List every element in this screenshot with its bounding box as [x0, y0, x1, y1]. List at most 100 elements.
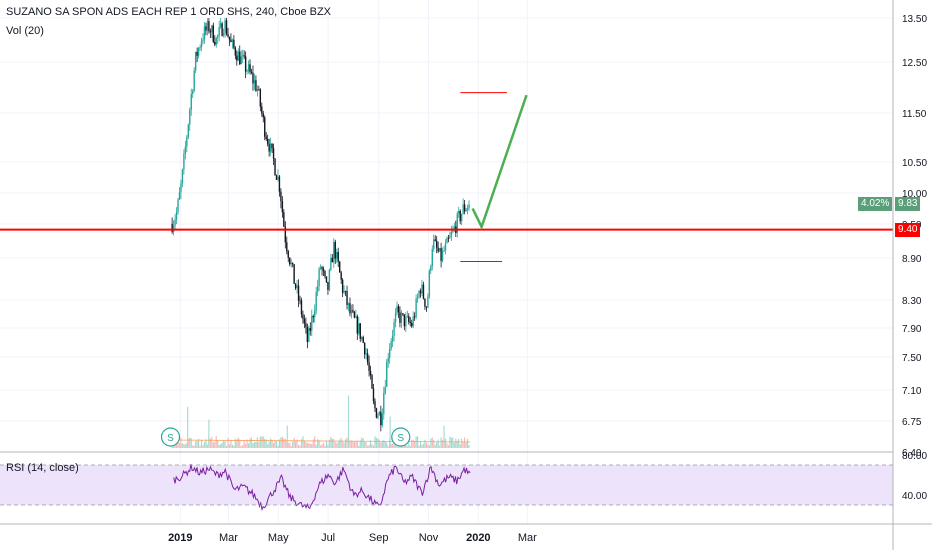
rsi-label: RSI (14, close) — [6, 462, 79, 474]
rsi-polyline — [173, 464, 471, 512]
candle-body — [444, 243, 447, 251]
volume-bar — [452, 437, 454, 448]
volume-spike — [187, 406, 189, 448]
volume-bar — [268, 441, 270, 448]
volume-bar — [221, 442, 223, 448]
volume-bar — [408, 443, 410, 448]
candle-body — [416, 297, 419, 299]
candle-body — [296, 285, 298, 289]
tick-labels: 2019 Mar May Jul Sep Nov 2020 Mar 13.50 12.50 11.5… — [168, 14, 927, 544]
candle-body — [208, 21, 210, 32]
candle-body — [453, 226, 456, 230]
candle-body — [202, 39, 204, 42]
candle-body — [180, 183, 182, 193]
candle-body — [272, 148, 275, 159]
volume-bar — [265, 439, 267, 448]
candle-body — [219, 23, 222, 27]
candle-body — [405, 316, 407, 327]
volume-bar — [346, 437, 348, 448]
chart-title: SUZANO SA SPON ADS EACH REP 1 ORD SHS, 2… — [6, 6, 332, 18]
volume-bar — [309, 444, 311, 448]
volume-bar — [328, 439, 331, 448]
candle-body — [372, 388, 375, 402]
candle-body — [278, 176, 281, 192]
candle-body — [261, 106, 263, 114]
candle-body — [465, 209, 467, 212]
candle-body — [356, 316, 359, 334]
volume-bar — [424, 439, 426, 448]
candle-body — [315, 292, 317, 311]
volume-bar — [189, 437, 191, 448]
candle-body — [175, 212, 178, 220]
volume-bar — [234, 438, 236, 448]
candle-body — [425, 306, 428, 308]
volume-bar — [447, 445, 450, 448]
volume-bar — [178, 443, 181, 448]
volume-bar — [270, 438, 272, 448]
candle-body — [256, 89, 259, 91]
candle-body — [294, 283, 297, 289]
split-marker-circle — [391, 427, 411, 447]
candle-body — [289, 257, 291, 265]
candle-body — [268, 143, 270, 152]
candle-body — [187, 124, 190, 138]
volume-bar — [299, 445, 301, 448]
volume-bar — [455, 438, 457, 448]
volume-bar — [381, 440, 383, 448]
candle-body — [384, 386, 386, 394]
volume-bar — [290, 445, 292, 448]
volume-bar — [308, 442, 310, 448]
volume-bar — [295, 441, 297, 448]
candle-body — [205, 26, 207, 31]
candle-body — [308, 328, 310, 342]
volume-bar — [315, 444, 317, 448]
volume-bar — [311, 443, 313, 448]
candle-body — [283, 212, 285, 227]
candle-body — [319, 267, 322, 269]
volume-bar — [450, 437, 452, 448]
candle-body — [359, 323, 361, 339]
candle-body — [352, 310, 354, 312]
candle-body — [302, 314, 304, 319]
volume-bar — [227, 437, 229, 448]
candle-body — [431, 248, 433, 267]
candle-body — [300, 300, 303, 315]
candle-body — [291, 262, 294, 265]
volume-bar — [312, 439, 314, 448]
candle-body — [200, 41, 203, 47]
candles — [171, 18, 470, 432]
change-percent-tag: 4.02% — [858, 196, 893, 211]
volume-bar — [203, 441, 206, 448]
volume-bar — [325, 440, 328, 448]
candle-body — [259, 89, 262, 107]
candle-body — [233, 39, 235, 48]
volume-bar — [431, 437, 433, 448]
y-tick-label: 10.00 — [902, 189, 927, 200]
volume-bar — [242, 445, 244, 448]
volume-bar — [247, 443, 250, 448]
candle-body — [437, 247, 439, 252]
volume-bar — [258, 441, 260, 448]
candle-body — [241, 55, 244, 57]
volume-bar — [333, 439, 335, 448]
volume-bar — [378, 439, 380, 448]
volume-bar — [324, 445, 326, 448]
volume-spike — [347, 395, 350, 448]
candle-body — [346, 291, 348, 305]
y-tick-label: 6.40 — [902, 448, 922, 459]
y-tick-label: 7.90 — [902, 324, 922, 335]
volume-bar — [461, 438, 463, 448]
volume-bar — [284, 439, 286, 448]
candle-body — [196, 51, 198, 56]
volume-bar — [195, 441, 197, 448]
candle-body — [343, 290, 345, 293]
candle-body — [250, 72, 253, 73]
volume-bar — [458, 438, 460, 448]
candle-body — [341, 279, 344, 293]
candle-body — [460, 213, 463, 222]
level-lines — [0, 92, 893, 262]
candle-body — [311, 316, 313, 331]
volume-bar — [386, 442, 388, 448]
